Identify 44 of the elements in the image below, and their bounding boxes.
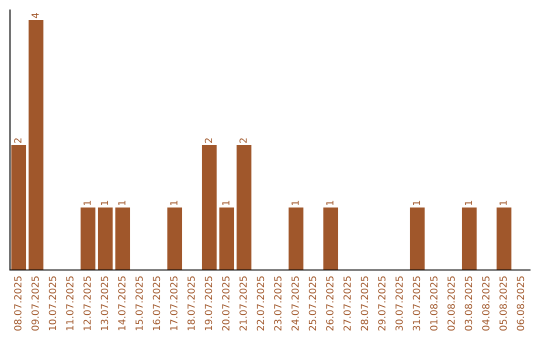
x-tick-label: 11.07.2025	[66, 276, 74, 330]
x-tick-label: 05.08.2025	[499, 276, 507, 331]
x-tick-label: 17.07.2025	[170, 276, 178, 330]
data-label: 2	[204, 138, 212, 143]
data-label: 4	[32, 12, 39, 18]
x-tick-label: 21.07.2025	[239, 276, 247, 331]
data-label: 1	[118, 200, 126, 206]
data-label: 1	[84, 200, 91, 206]
data-label: 1	[170, 200, 178, 206]
data-label: 1	[464, 200, 472, 206]
x-tick-label: 01.08.2025	[430, 276, 438, 331]
x-tick-label: 06.08.2025	[516, 276, 524, 331]
x-tick-label: 04.08.2025	[482, 276, 490, 331]
x-tick-label: 09.07.2025	[31, 276, 39, 331]
x-tick-label: 16.07.2025	[152, 276, 160, 330]
x-tick-label: 02.08.2025	[447, 276, 455, 331]
x-tick-label: 18.07.2025	[187, 276, 195, 330]
data-label: 2	[14, 138, 22, 143]
x-tick-label: 22.07.2025	[256, 276, 264, 331]
data-label: 1	[292, 200, 299, 206]
x-tick-label: 19.07.2025	[204, 276, 212, 330]
x-tick-label: 08.07.2025	[14, 276, 22, 331]
x-tick-label: 29.07.2025	[378, 276, 386, 331]
x-tick-label: 20.07.2025	[222, 276, 230, 331]
data-label: 1	[500, 200, 507, 206]
x-tick-label: 28.07.2025	[360, 276, 368, 331]
x-tick-label: 24.07.2025	[291, 276, 299, 331]
data-label: 1	[100, 200, 108, 206]
x-tick-label: 31.07.2025	[412, 276, 420, 330]
x-tick-label: 25.07.2025	[308, 276, 316, 331]
x-tick-label: 14.07.2025	[118, 276, 126, 330]
data-label: 1	[222, 200, 230, 206]
x-tick-label: 10.07.2025	[48, 276, 56, 330]
x-tick-label: 15.07.2025	[135, 276, 143, 330]
x-tick-label: 26.07.2025	[326, 276, 334, 331]
data-label: 1	[412, 200, 420, 206]
data-label: 1	[326, 200, 334, 206]
x-tick-label: 27.07.2025	[343, 276, 351, 331]
x-tick-label: 13.07.2025	[100, 276, 108, 330]
x-tick-label: 12.07.2025	[83, 276, 91, 330]
x-tick-label: 23.07.2025	[274, 276, 282, 331]
data-label: 2	[239, 138, 247, 143]
x-tick-label: 30.07.2025	[395, 276, 403, 330]
x-tick-label: 03.08.2025	[464, 276, 472, 331]
